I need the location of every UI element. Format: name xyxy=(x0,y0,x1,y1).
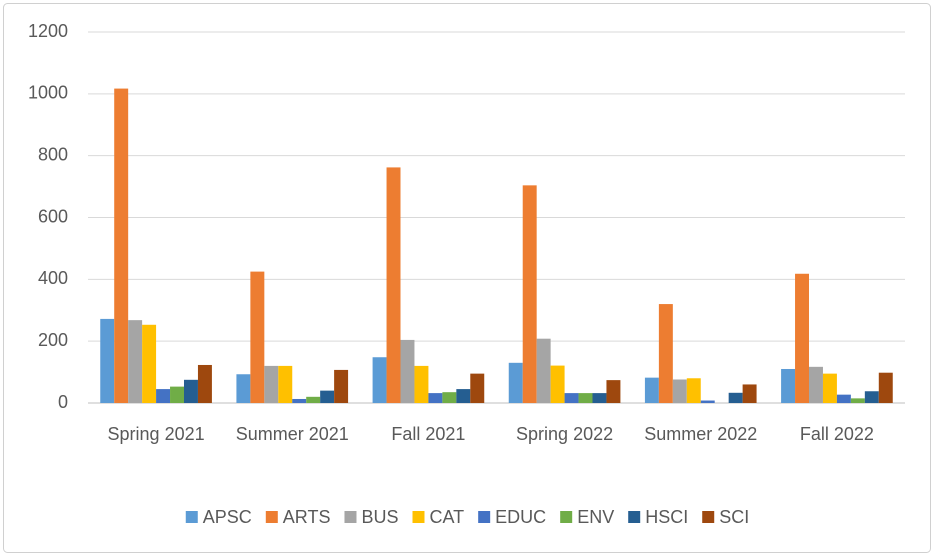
legend-item: BUS xyxy=(344,507,399,527)
bar xyxy=(592,393,607,403)
legend-label: APSC xyxy=(203,507,252,527)
bar xyxy=(386,167,401,403)
legend-item: APSC xyxy=(185,507,252,527)
x-tick-label: Fall 2022 xyxy=(800,424,874,444)
bar xyxy=(100,318,115,403)
legend-item: EDUC xyxy=(478,507,546,527)
y-tick-label: 400 xyxy=(38,268,68,288)
chart-border xyxy=(3,3,931,553)
bar xyxy=(128,320,143,403)
legend-swatch xyxy=(344,511,357,523)
y-tick-label: 200 xyxy=(38,330,68,350)
bar xyxy=(320,390,335,403)
bar xyxy=(278,365,293,403)
bar xyxy=(836,394,851,403)
bar xyxy=(372,357,387,403)
bar xyxy=(864,391,879,403)
legend-label: ENV xyxy=(577,507,614,527)
bar xyxy=(114,88,129,403)
bar xyxy=(686,378,701,403)
bar xyxy=(550,365,565,403)
legend-swatch xyxy=(265,511,278,523)
x-tick-label: Spring 2022 xyxy=(516,424,613,444)
legend-swatch xyxy=(412,511,425,523)
legend-label: HSCI xyxy=(645,507,688,527)
bar xyxy=(578,393,593,403)
y-tick-label: 1000 xyxy=(28,83,68,103)
bar xyxy=(442,392,457,403)
bar xyxy=(306,396,321,403)
x-tick-label: Fall 2021 xyxy=(391,424,465,444)
legend-item: ARTS xyxy=(265,507,331,527)
bar xyxy=(456,389,471,403)
bar xyxy=(250,271,265,403)
bar xyxy=(795,273,810,403)
bar xyxy=(809,366,823,403)
bar xyxy=(742,384,757,403)
bar xyxy=(170,386,184,403)
y-tick-label: 1200 xyxy=(28,21,68,41)
bar xyxy=(536,338,551,403)
bar xyxy=(197,364,212,403)
legend-item: ENV xyxy=(560,507,614,527)
bar xyxy=(142,324,157,403)
bar xyxy=(428,393,443,403)
bar xyxy=(508,362,523,403)
bar xyxy=(400,339,415,403)
legend-item: SCI xyxy=(702,507,749,527)
bar xyxy=(292,398,307,403)
bar xyxy=(672,379,687,403)
bar xyxy=(728,392,743,403)
bar xyxy=(522,185,537,403)
bar xyxy=(822,373,837,403)
legend-swatch xyxy=(702,511,715,523)
legend-item: HSCI xyxy=(628,507,688,527)
bar xyxy=(606,380,621,403)
x-tick-label: Spring 2021 xyxy=(108,424,205,444)
bar xyxy=(183,379,198,403)
legend-label: CAT xyxy=(430,507,465,527)
legend-label: ARTS xyxy=(283,507,331,527)
legend-swatch xyxy=(478,511,491,523)
bar xyxy=(658,304,673,403)
bar xyxy=(156,389,171,403)
y-tick-label: 0 xyxy=(58,392,68,412)
y-tick-label: 600 xyxy=(38,206,68,226)
bar xyxy=(470,373,485,403)
bar xyxy=(781,368,796,403)
legend-swatch xyxy=(185,511,198,523)
bar xyxy=(850,398,865,403)
bar xyxy=(644,377,659,403)
bar xyxy=(264,365,279,403)
bar xyxy=(414,365,429,403)
bar xyxy=(564,393,579,403)
legend-item: CAT xyxy=(412,507,465,527)
bar xyxy=(878,372,893,403)
legend-label: BUS xyxy=(361,507,398,527)
x-tick-label: Summer 2021 xyxy=(236,424,349,444)
legend-label: SCI xyxy=(719,507,749,527)
legend-swatch xyxy=(560,511,573,523)
legend-label: EDUC xyxy=(495,507,546,527)
bar xyxy=(236,374,251,403)
bar xyxy=(334,369,349,403)
y-tick-label: 800 xyxy=(38,144,68,164)
bar xyxy=(700,400,715,403)
legend-swatch xyxy=(628,511,641,523)
x-tick-label: Summer 2022 xyxy=(644,424,757,444)
